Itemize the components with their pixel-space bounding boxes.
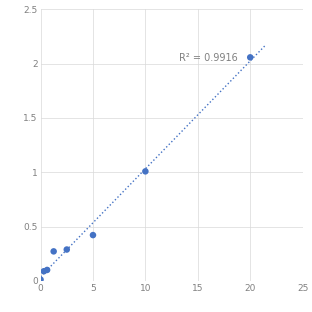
- Point: [45, 267, 50, 272]
- Point: [38, 277, 43, 282]
- Point: [90, 232, 95, 237]
- Point: [41, 269, 46, 274]
- Text: R² = 0.9916: R² = 0.9916: [179, 53, 238, 63]
- Point: [248, 55, 253, 60]
- Point: [64, 247, 69, 252]
- Point: [51, 249, 56, 254]
- Point: [143, 169, 148, 174]
